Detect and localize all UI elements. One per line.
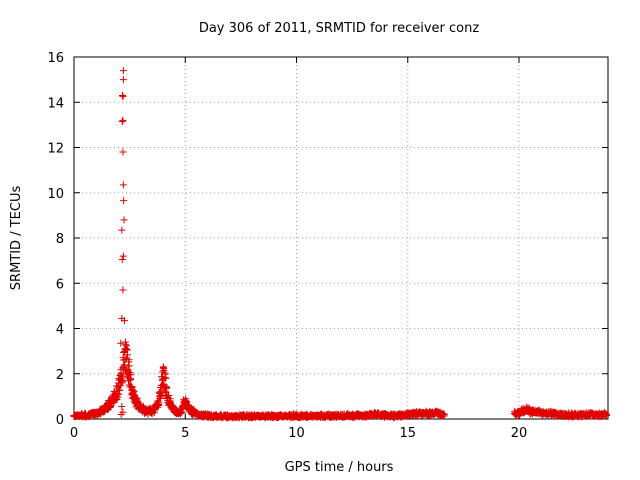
data-point-outlier [119, 116, 127, 124]
data-point [130, 387, 138, 395]
data-points [70, 67, 611, 422]
data-point [106, 403, 114, 411]
data-point [123, 351, 131, 359]
chart-title: Day 306 of 2011, SRMTID for receiver con… [199, 21, 480, 36]
y-tick-label: 4 [56, 323, 64, 338]
data-point [116, 386, 124, 394]
y-tick-label: 16 [47, 51, 64, 66]
y-tick-label: 10 [47, 187, 64, 202]
y-tick-label: 14 [47, 96, 64, 111]
data-point-outlier [119, 252, 127, 260]
data-point [125, 356, 133, 364]
data-point [155, 399, 163, 407]
data-point [122, 341, 130, 349]
data-point [165, 391, 173, 399]
x-tick-labels: 0 5 10 15 20 [70, 426, 527, 441]
data-point [123, 342, 131, 350]
data-point [162, 374, 170, 382]
x-tick-label: 15 [399, 426, 416, 441]
data-point [121, 361, 129, 369]
data-point [157, 391, 165, 399]
data-point-outlier [121, 317, 129, 325]
x-tick-label: 5 [181, 426, 189, 441]
data-point [183, 397, 191, 405]
y-axis-label: SRMTID / TECUs [9, 186, 24, 291]
data-point-outlier [118, 255, 126, 263]
data-point-outlier [119, 408, 127, 416]
y-tick-label: 8 [56, 232, 64, 247]
data-point [118, 377, 126, 385]
data-point-outlier [120, 216, 128, 224]
data-point-outlier [118, 403, 126, 411]
x-tick-label: 0 [70, 426, 78, 441]
y-tick-label: 2 [56, 368, 64, 383]
data-point [161, 370, 169, 378]
data-point [154, 403, 162, 411]
data-point-outlier [118, 226, 126, 234]
data-point-outlier [117, 339, 125, 347]
data-point-outlier [120, 197, 128, 205]
data-point-outlier [119, 148, 127, 156]
y-tick-label: 0 [56, 413, 64, 428]
data-point-outlier [119, 67, 127, 75]
x-axis-label: GPS time / hours [285, 460, 394, 475]
data-point-outlier [119, 76, 127, 84]
data-point [150, 408, 158, 416]
data-point-outlier [119, 93, 127, 101]
data-point [125, 362, 133, 370]
y-tick-label: 6 [56, 277, 64, 292]
data-point [163, 383, 171, 391]
data-point [440, 410, 448, 418]
data-point-outlier [118, 117, 126, 125]
data-point [127, 376, 135, 384]
data-point-outlier [119, 181, 127, 189]
x-tick-label: 20 [511, 426, 528, 441]
x-tick-label: 10 [288, 426, 305, 441]
y-tick-label: 12 [47, 142, 64, 157]
data-point [602, 411, 610, 419]
y-tick-labels: 0 2 4 6 8 10 12 14 16 [47, 51, 64, 428]
grid-lines [74, 57, 608, 419]
data-point-outlier [119, 286, 127, 294]
